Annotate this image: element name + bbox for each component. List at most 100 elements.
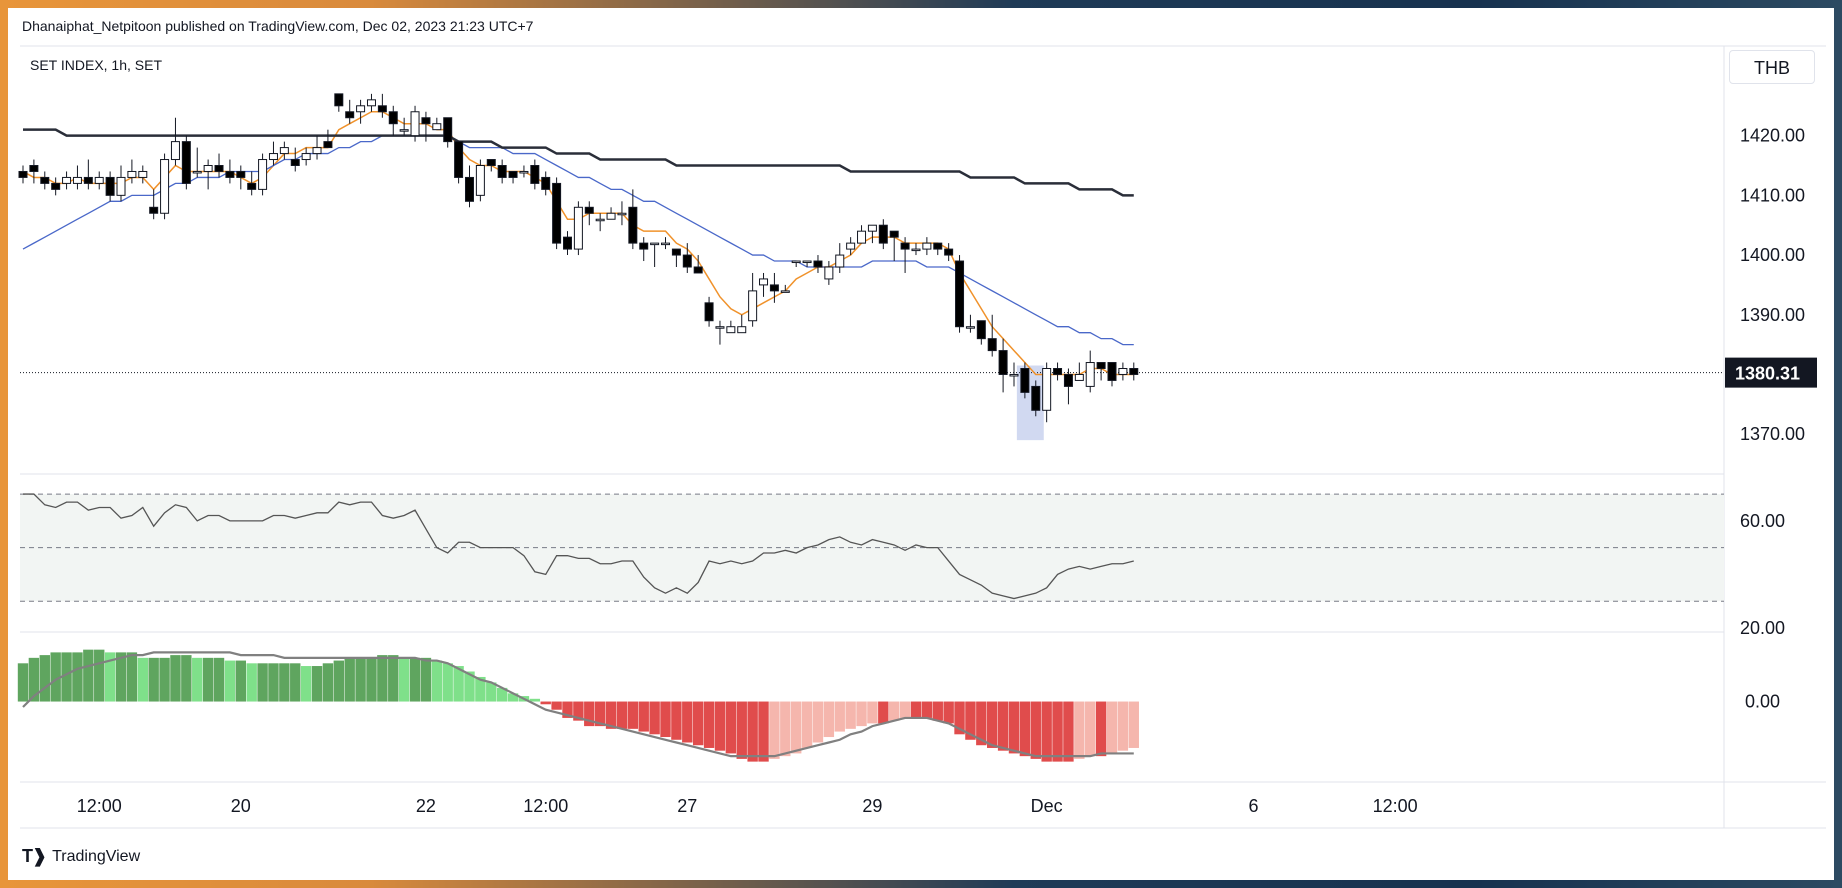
- macd-bar: [213, 657, 225, 702]
- publisher-credit: Dhanaiphat_Netpitoon published on Tradin…: [22, 18, 534, 34]
- candle-body: [29, 165, 39, 172]
- macd-bar: [889, 701, 900, 721]
- candle-body: [922, 242, 932, 250]
- candle-body: [475, 165, 485, 196]
- candle-body: [443, 117, 453, 143]
- candle-body: [835, 254, 845, 268]
- price-tick-label: 1410.00: [1740, 185, 1805, 205]
- candle-body: [236, 170, 246, 178]
- axis-labels-layer: 1420.00 1410.00 1400.00 1390.00 1370.00 1380.…: [77, 126, 1817, 816]
- candle-body: [94, 176, 104, 184]
- last-price-tag: [1725, 357, 1817, 388]
- macd-bar: [1074, 701, 1085, 759]
- candle-body: [1053, 368, 1063, 375]
- candle-body: [606, 212, 616, 220]
- price-candles-layer: [18, 93, 1724, 441]
- macd-bar: [551, 701, 562, 710]
- time-tick-label: Dec: [1031, 796, 1063, 816]
- candle-body: [366, 99, 376, 107]
- macd-bar: [573, 701, 584, 721]
- macd-bar: [954, 701, 965, 735]
- price-tick-label: 1420.00: [1740, 126, 1805, 146]
- macd-bar: [94, 649, 105, 702]
- macd-bar: [616, 701, 628, 729]
- candle-body: [258, 159, 268, 190]
- macd-bar: [1095, 701, 1107, 757]
- candle-body: [584, 206, 594, 214]
- candle-body: [780, 290, 790, 293]
- macd-bar: [1052, 701, 1063, 762]
- candle-body: [661, 242, 671, 246]
- macd-bar: [1063, 701, 1074, 762]
- candle-body: [824, 266, 834, 280]
- macd-bar: [409, 657, 421, 702]
- candle-body: [72, 176, 82, 184]
- macd-bar: [660, 701, 671, 738]
- macd-bar: [300, 666, 312, 702]
- candle-body: [563, 236, 572, 250]
- candle-body: [802, 260, 812, 264]
- macd-bar: [736, 701, 747, 759]
- macd-bar: [1128, 701, 1139, 748]
- candle-body: [900, 242, 910, 250]
- candle-body: [769, 284, 779, 292]
- candle-body: [181, 141, 191, 184]
- macd-bar: [682, 701, 693, 743]
- macd-bar: [594, 701, 606, 727]
- macd-bar: [1106, 701, 1118, 754]
- macd-bar: [464, 671, 475, 702]
- candle-body: [1129, 368, 1139, 375]
- macd-bar: [856, 701, 867, 727]
- currency-button[interactable]: THB: [1729, 50, 1815, 84]
- candle-body: [1009, 373, 1019, 377]
- brand-name: TradingView: [52, 847, 141, 865]
- time-tick-label: 27: [677, 796, 697, 816]
- candle-body: [464, 176, 474, 202]
- macd-bar: [486, 682, 497, 702]
- macd-bar: [725, 701, 737, 754]
- candle-body: [998, 350, 1008, 375]
- macd-bar: [192, 657, 203, 702]
- candle-body: [639, 242, 649, 250]
- candle-body: [62, 176, 72, 184]
- candle-body: [225, 170, 235, 178]
- macd-bar: [878, 701, 889, 724]
- candle-body: [704, 302, 714, 322]
- macd-bar: [943, 701, 954, 724]
- time-tick-label: 29: [862, 796, 882, 816]
- macd-bar: [290, 663, 301, 702]
- candle-body: [759, 278, 769, 286]
- candle-body: [1020, 368, 1030, 393]
- macd-bar: [388, 655, 399, 702]
- candle-body: [410, 111, 420, 137]
- candle-body: [1107, 362, 1117, 381]
- candle-body: [138, 170, 148, 178]
- symbol-label[interactable]: SET INDEX, 1h, SET: [30, 57, 163, 73]
- candle-body: [388, 111, 398, 125]
- candle-body: [867, 224, 877, 232]
- price-tick-label: 1370.00: [1740, 424, 1805, 444]
- candle-body: [519, 170, 529, 174]
- macd-bar: [1085, 701, 1096, 757]
- macd-bar: [584, 701, 595, 727]
- candle-body: [105, 176, 115, 196]
- brand-footer[interactable]: T❱ TradingView: [22, 846, 140, 867]
- candle-body: [541, 176, 551, 190]
- tradingview-logo-icon: T❱: [22, 846, 47, 866]
- candle-body: [737, 326, 747, 334]
- candle-body: [51, 182, 61, 190]
- macd-bar: [322, 663, 334, 702]
- macd-bar: [202, 657, 214, 702]
- macd-bar: [823, 701, 835, 738]
- macd-bar: [442, 663, 453, 702]
- macd-bar: [257, 663, 268, 702]
- candle-body: [846, 242, 856, 250]
- macd-bar: [1030, 701, 1041, 759]
- macd-bar: [50, 652, 61, 702]
- macd-bar: [268, 663, 279, 702]
- candle-body: [595, 218, 605, 222]
- macd-bar: [377, 655, 388, 702]
- candle-body: [377, 105, 387, 113]
- macd-bar: [540, 701, 551, 705]
